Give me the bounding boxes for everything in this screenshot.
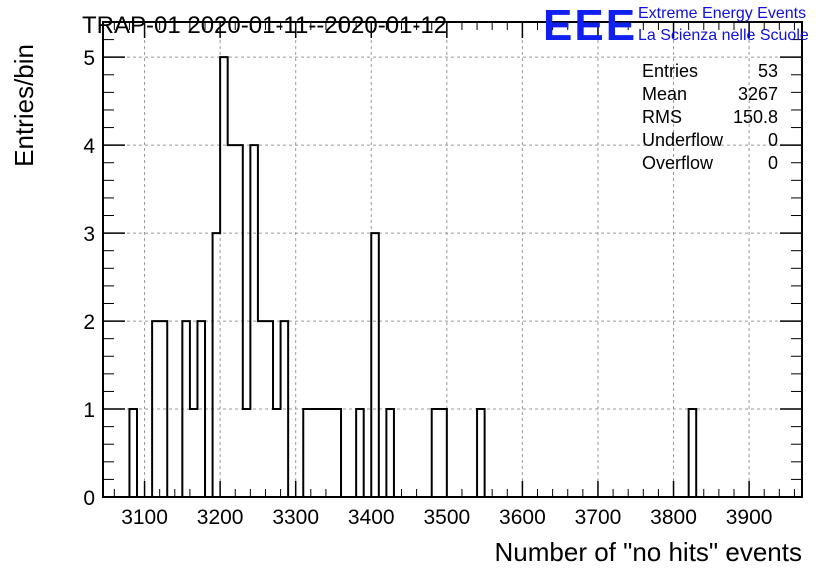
- stat-value: 0: [768, 130, 778, 150]
- histogram-bin: [213, 233, 221, 497]
- x-tick-label: 3700: [575, 506, 622, 529]
- eee-logo: EEE Extreme Energy Events La Scienza nel…: [543, 1, 809, 50]
- y-tick-label: 2: [83, 311, 95, 334]
- x-tick-label: 3100: [121, 506, 168, 529]
- histogram-bin: [386, 409, 394, 497]
- axes: 3100 3200 3300 3400 3500 3600 3700 3800 39000123…: [83, 21, 803, 529]
- histogram-bin: [129, 409, 137, 497]
- x-tick-label: 3200: [197, 506, 244, 529]
- eee-logo-mark: EEE: [543, 1, 637, 50]
- stats-box: Entries 53 Mean 3267 RMS 150.8 Underflow 0 Overf…: [642, 61, 778, 173]
- histogram-bin: [220, 57, 228, 497]
- histogram-bin: [243, 409, 251, 497]
- histogram-bin: [439, 409, 447, 497]
- x-tick-label: 3900: [726, 506, 773, 529]
- histogram-bin: [477, 409, 485, 497]
- x-tick-label: 3400: [348, 506, 395, 529]
- histogram-bin: [356, 409, 364, 497]
- stat-value: 150.8: [733, 107, 778, 127]
- logo-line-1: Extreme Energy Events: [638, 5, 806, 22]
- histogram-bin: [432, 409, 440, 497]
- y-tick-label: 4: [83, 135, 95, 158]
- stat-value: 0: [768, 153, 778, 173]
- x-axis-label: Number of "no hits" events: [495, 537, 803, 567]
- x-tick-label: 3500: [423, 506, 470, 529]
- histogram-bin: [303, 409, 311, 497]
- y-tick-label: 5: [83, 47, 95, 70]
- y-tick-label: 3: [83, 223, 95, 246]
- stat-name: RMS: [642, 107, 682, 127]
- histogram-bin: [371, 233, 379, 497]
- x-tick-label: 3300: [272, 506, 319, 529]
- y-tick-label: 0: [83, 487, 95, 510]
- histogram-bin: [190, 409, 198, 497]
- histogram-bin: [311, 409, 319, 497]
- histogram-bin: [273, 409, 281, 497]
- stat-name: Underflow: [642, 130, 724, 150]
- stat-value: 3267: [738, 84, 778, 104]
- logo-line-2: La Scienza nelle Scuole: [638, 27, 809, 44]
- chart-title: TRAP-01 2020-01-11--2020-01-12: [82, 12, 447, 39]
- plot-frame: [102, 21, 803, 498]
- histogram-bin: [689, 409, 697, 497]
- y-tick-label: 1: [83, 399, 95, 422]
- stat-name: Overflow: [642, 153, 714, 173]
- histogram-bin: [318, 409, 326, 497]
- stat-name: Entries: [642, 61, 698, 81]
- histogram-bin: [326, 409, 334, 497]
- y-axis-label: Entries/bin: [9, 44, 39, 167]
- x-tick-label: 3800: [650, 506, 697, 529]
- histogram-bin: [333, 409, 341, 497]
- stat-value: 53: [758, 61, 778, 81]
- stat-name: Mean: [642, 84, 687, 104]
- x-tick-label: 3600: [499, 506, 546, 529]
